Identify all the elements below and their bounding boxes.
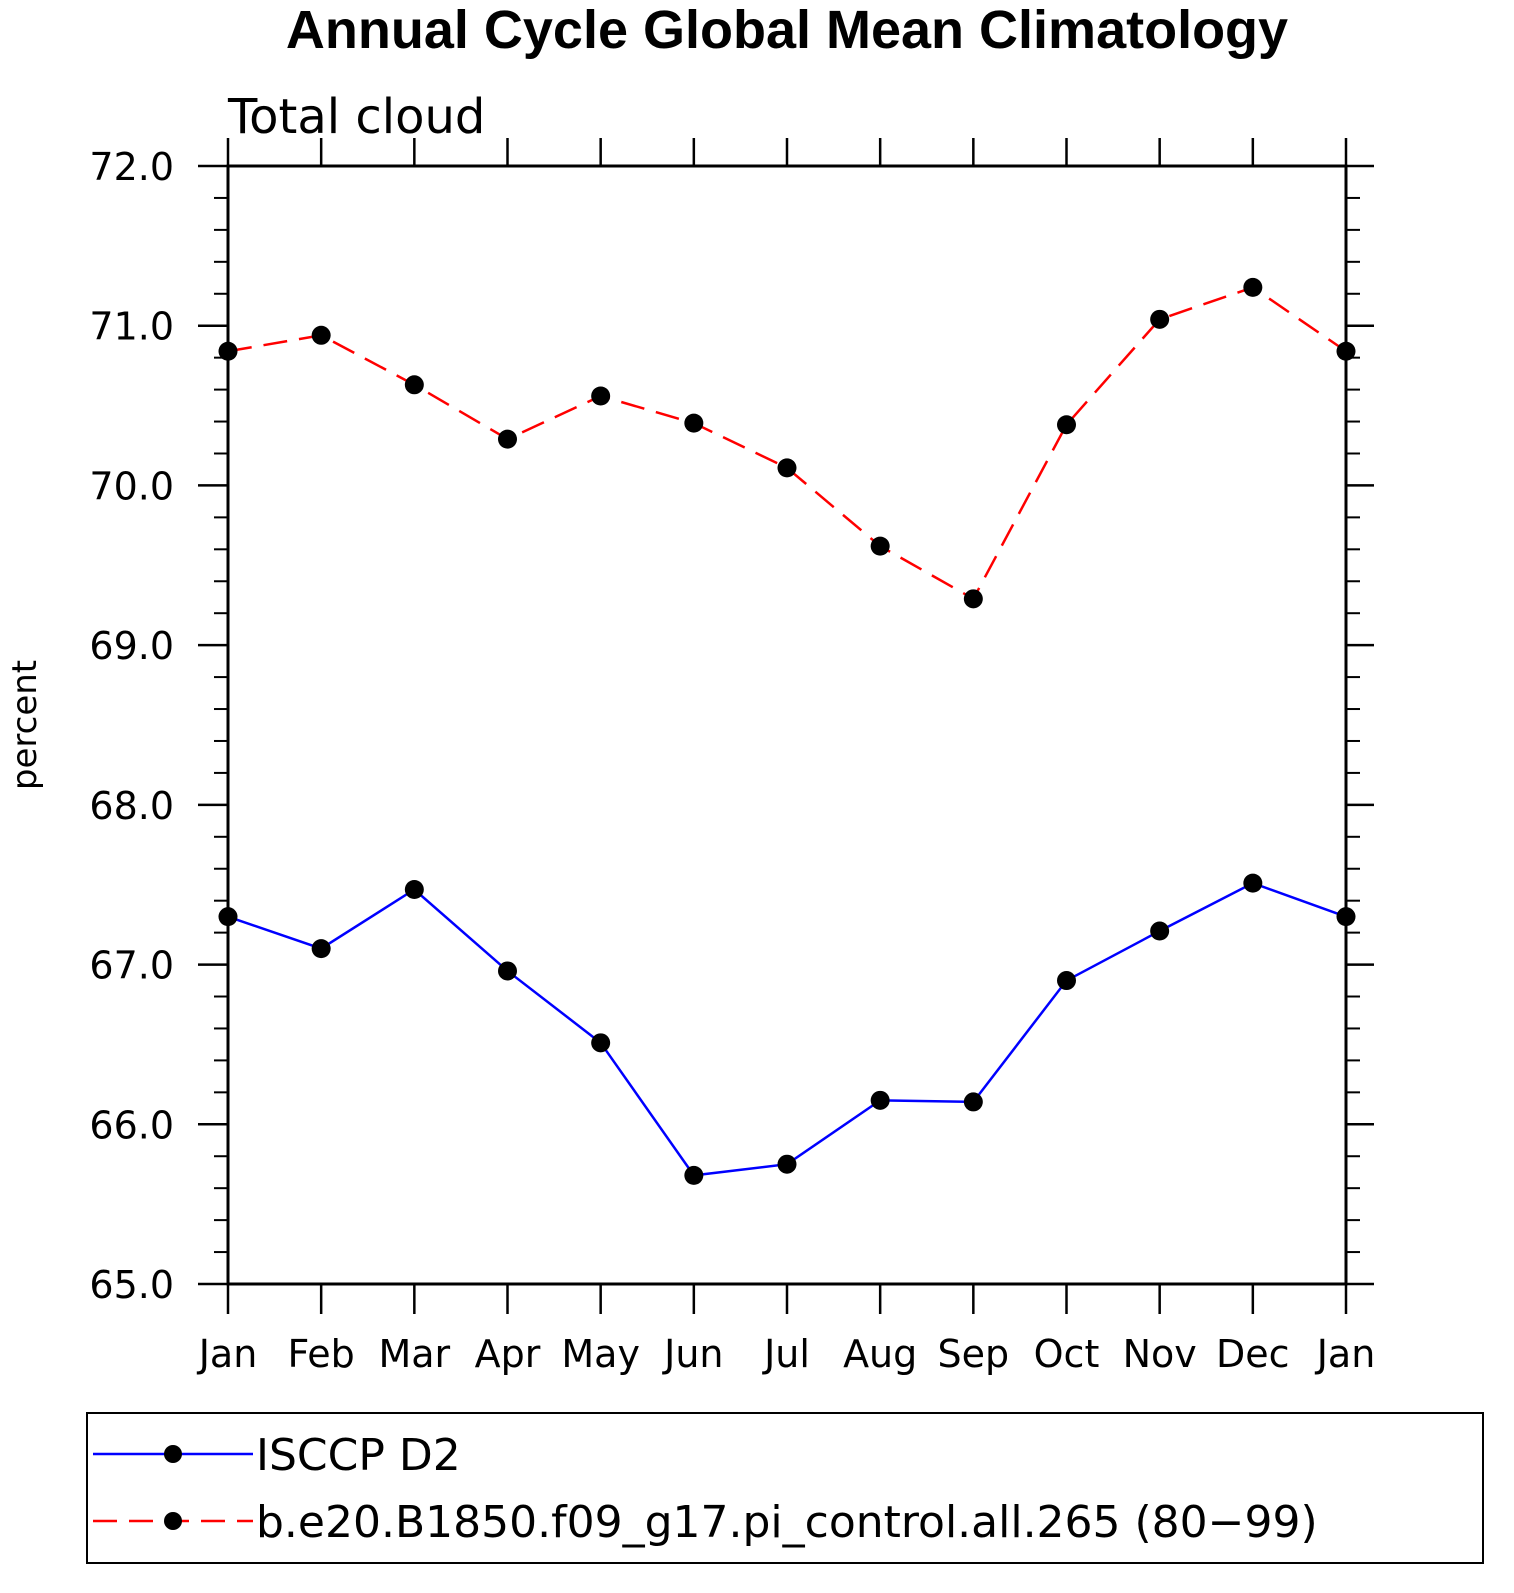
y-tick-label: 65.0: [89, 1263, 174, 1307]
data-point: [777, 458, 797, 478]
data-point: [1336, 907, 1356, 927]
y-axis-label: percent: [5, 660, 45, 790]
legend-box: [86, 1412, 1484, 1564]
legend-label-isccp: ISCCP D2: [256, 1430, 461, 1481]
chart-title: Annual Cycle Global Mean Climatology: [286, 0, 1288, 60]
legend-marker-isccp: [164, 1445, 182, 1463]
data-point: [311, 325, 331, 345]
data-point: [218, 341, 238, 361]
y-tick-labels: 65.0 66.0 67.0 68.0 69.0 70.0 71.0 72.0: [89, 145, 174, 1307]
data-point: [404, 375, 424, 395]
data-point: [684, 1165, 704, 1185]
x-tick-label: Sep: [938, 1332, 1010, 1376]
data-point: [498, 961, 517, 981]
data-point: [777, 1154, 797, 1174]
data-point: [404, 880, 424, 900]
data-point: [311, 939, 331, 959]
data-point: [684, 413, 704, 433]
x-tick-label: Mar: [378, 1332, 450, 1376]
data-point: [591, 386, 611, 406]
x-tick-label: Jan: [1315, 1332, 1376, 1376]
y-tick-label: 70.0: [89, 464, 174, 508]
x-tick-labels: Jan Feb Mar Apr May Jun Jul Aug Sep Oct Nov Dec Jan: [197, 1332, 1376, 1376]
chart-subtitle: Total cloud: [227, 89, 485, 145]
x-tick-label: Oct: [1034, 1332, 1100, 1376]
x-tick-label: Dec: [1216, 1332, 1290, 1376]
data-point: [1150, 921, 1170, 941]
data-point: [963, 589, 983, 609]
x-tick-label: May: [561, 1332, 640, 1376]
x-tick-label: Aug: [843, 1332, 917, 1376]
y-tick-label: 68.0: [89, 784, 174, 828]
series-line: [227, 881, 1347, 1177]
data-point: [1243, 873, 1263, 893]
x-tick-label: Jul: [762, 1332, 810, 1376]
data-point: [1336, 341, 1356, 361]
x-tick-label: Nov: [1123, 1332, 1197, 1376]
data-point: [1057, 415, 1076, 435]
legend: ISCCP D2 b.e20.B1850.f09_g17.pi_control.…: [86, 1412, 1484, 1564]
data-point: [1150, 309, 1170, 329]
plot-frame: [226, 164, 1348, 1286]
axis-ticks: [198, 138, 1374, 1314]
y-tick-label: 72.0: [89, 145, 174, 189]
data-point: [870, 1090, 890, 1110]
y-tick-label: 66.0: [89, 1103, 174, 1147]
series-layer: [218, 277, 1356, 1185]
data-point: [1057, 971, 1076, 991]
data-point: [963, 1092, 983, 1112]
data-point: [498, 429, 517, 449]
x-tick-label: Jan: [197, 1332, 258, 1376]
legend-label-model: b.e20.B1850.f09_g17.pi_control.all.265 (…: [256, 1497, 1318, 1548]
x-tick-label: Apr: [475, 1332, 541, 1376]
x-tick-label: Feb: [288, 1332, 355, 1376]
data-point: [218, 907, 238, 927]
data-point: [591, 1033, 611, 1053]
y-tick-label: 71.0: [89, 305, 174, 349]
legend-marker-model: [164, 1512, 182, 1530]
y-tick-label: 67.0: [89, 944, 174, 988]
x-tick-label: Jun: [662, 1332, 723, 1376]
data-point: [870, 536, 890, 556]
data-point: [1243, 277, 1263, 297]
series-line: [227, 285, 1347, 601]
y-tick-label: 69.0: [89, 624, 174, 668]
